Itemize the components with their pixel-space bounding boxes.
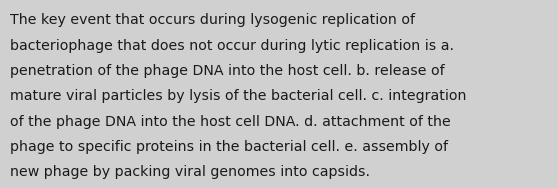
Text: The key event that occurs during lysogenic replication of: The key event that occurs during lysogen… (10, 13, 415, 27)
Text: bacteriophage that does not occur during lytic replication is a.: bacteriophage that does not occur during… (10, 39, 454, 52)
Text: phage to specific proteins in the bacterial cell. e. assembly of: phage to specific proteins in the bacter… (10, 140, 448, 154)
Text: of the phage DNA into the host cell DNA. d. attachment of the: of the phage DNA into the host cell DNA.… (10, 115, 451, 129)
Text: mature viral particles by lysis of the bacterial cell. c. integration: mature viral particles by lysis of the b… (10, 89, 466, 103)
Text: new phage by packing viral genomes into capsids.: new phage by packing viral genomes into … (10, 165, 370, 179)
Text: penetration of the phage DNA into the host cell. b. release of: penetration of the phage DNA into the ho… (10, 64, 445, 78)
